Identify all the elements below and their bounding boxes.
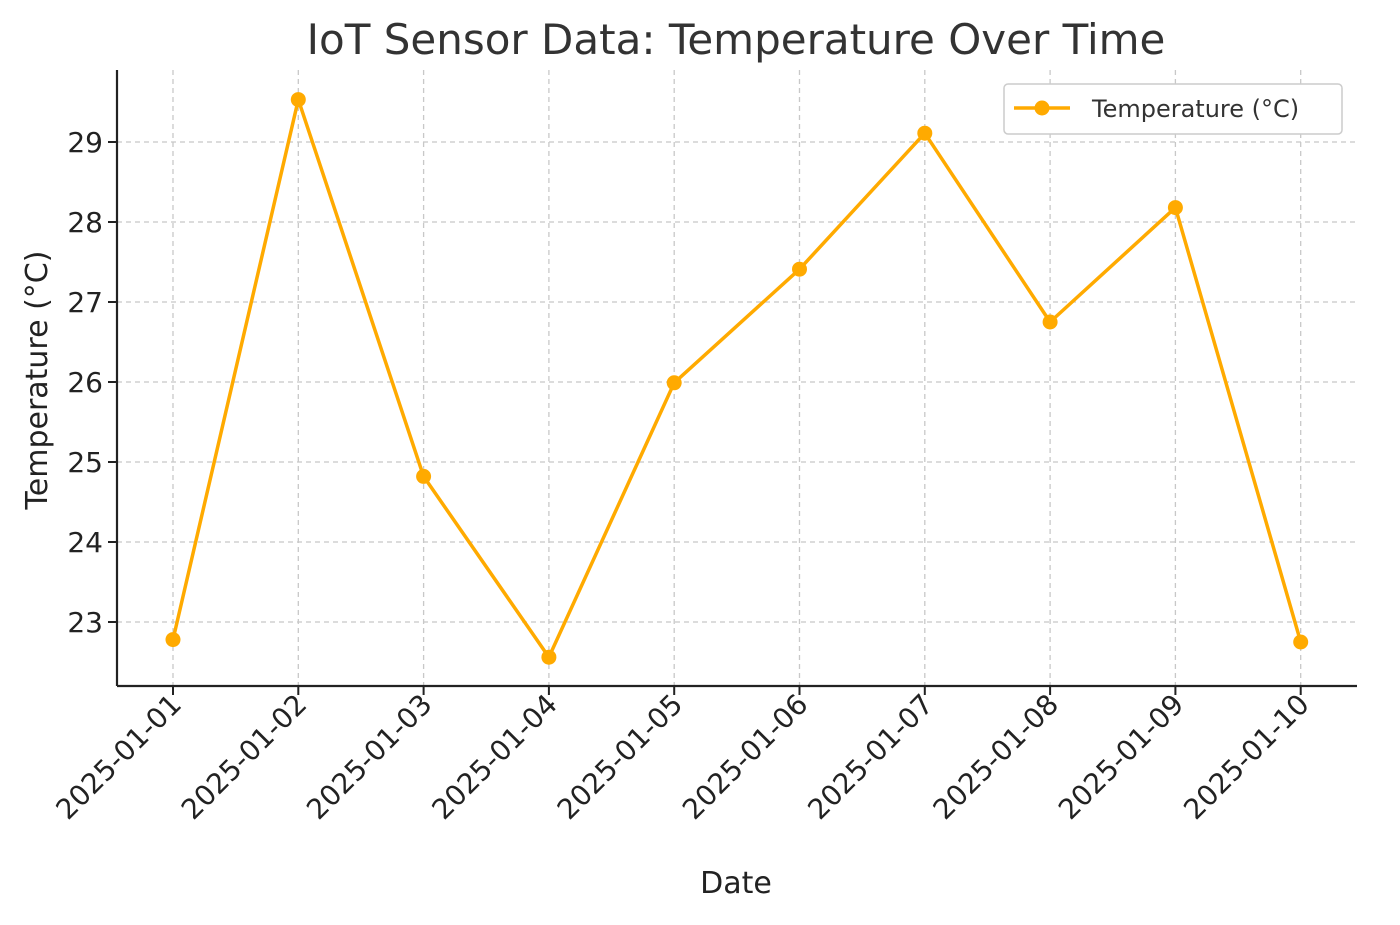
series-line bbox=[171, 97, 1303, 659]
y-ticks: 23 24 25 26 27 28 29 bbox=[67, 126, 117, 639]
x-ticks: 2025-01-012025-01-022025-01-032025-01-04… bbox=[50, 686, 1316, 826]
y-tick-label: 28 bbox=[67, 206, 103, 239]
y-axis-label: Temperature (°C) bbox=[20, 251, 55, 511]
x-tick-label: 2025-01-09 bbox=[1052, 688, 1190, 826]
y-tick-label: 24 bbox=[67, 526, 103, 559]
legend: Temperature (°C) bbox=[1003, 83, 1343, 135]
y-tick-label: 25 bbox=[67, 446, 103, 479]
x-tick-label: 2025-01-05 bbox=[551, 688, 689, 826]
data-point bbox=[917, 125, 933, 141]
y-tick-label: 26 bbox=[67, 366, 103, 399]
data-point bbox=[165, 632, 181, 648]
x-tick-label: 2025-01-07 bbox=[801, 688, 939, 826]
data-point bbox=[666, 375, 682, 391]
data-point bbox=[416, 468, 432, 484]
x-axis-label: Date bbox=[700, 866, 772, 901]
x-tick-label: 2025-01-06 bbox=[676, 688, 814, 826]
y-tick-label: 27 bbox=[67, 286, 103, 319]
data-point bbox=[541, 649, 557, 665]
data-point bbox=[1293, 634, 1309, 650]
data-point bbox=[1042, 314, 1058, 330]
x-tick-label: 2025-01-02 bbox=[175, 688, 313, 826]
legend-swatch-marker bbox=[1034, 100, 1050, 116]
x-tick-label: 2025-01-04 bbox=[425, 688, 563, 826]
x-tick-label: 2025-01-08 bbox=[927, 688, 1065, 826]
axes bbox=[115, 70, 1357, 688]
grid bbox=[117, 70, 1357, 686]
legend-box bbox=[1003, 83, 1343, 135]
legend-label: Temperature (°C) bbox=[1091, 95, 1299, 123]
x-tick-label: 2025-01-03 bbox=[300, 688, 438, 826]
y-tick-label: 29 bbox=[67, 126, 103, 159]
y-tick-label: 23 bbox=[67, 606, 103, 639]
x-tick-label: 2025-01-10 bbox=[1177, 688, 1315, 826]
series bbox=[165, 92, 1309, 665]
x-tick-label: 2025-01-01 bbox=[50, 688, 188, 826]
data-point bbox=[1167, 200, 1183, 216]
data-point bbox=[290, 92, 306, 108]
chart-title: IoT Sensor Data: Temperature Over Time bbox=[307, 15, 1166, 64]
data-point bbox=[792, 261, 807, 277]
